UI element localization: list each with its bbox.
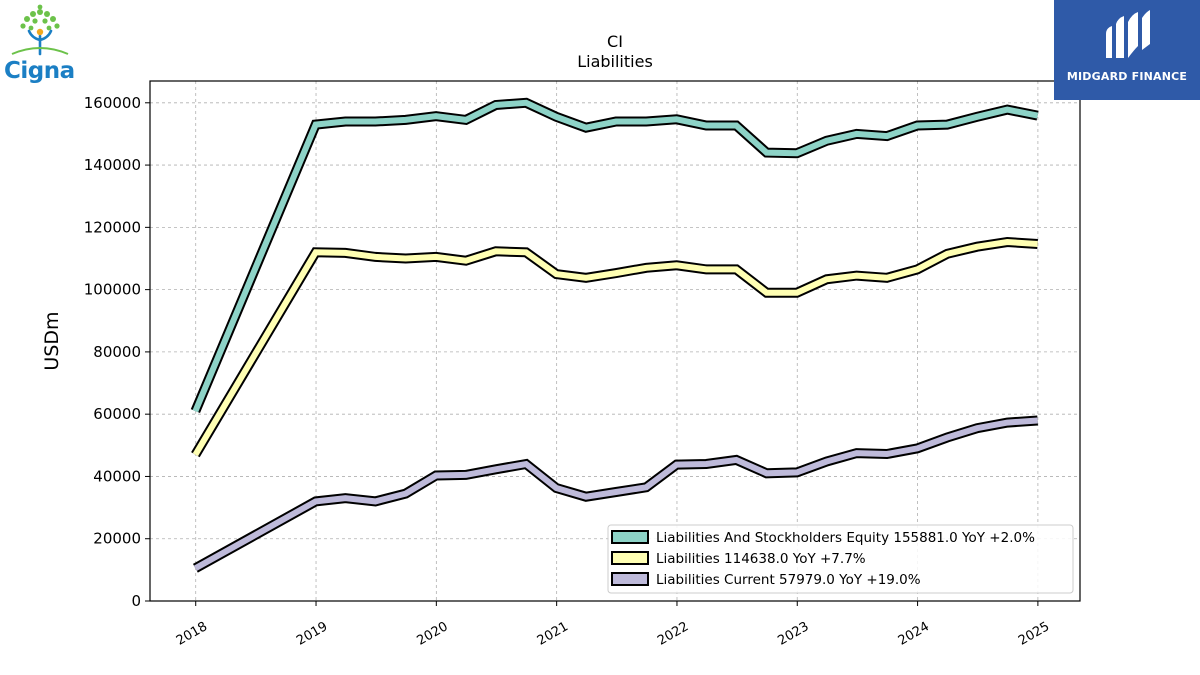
- series-line-3: [192, 415, 1038, 573]
- x-tick-label: 2018: [174, 619, 210, 649]
- legend-label: Liabilities Current 57979.0 YoY +19.0%: [656, 572, 921, 588]
- x-tick-label: 2019: [294, 619, 330, 649]
- series-line-1: [190, 97, 1039, 414]
- y-tick-label: 60000: [93, 405, 141, 423]
- y-tick-label: 40000: [93, 467, 141, 485]
- legend: Liabilities And Stockholders Equity 1558…: [607, 524, 1074, 594]
- cigna-logo: [2, 4, 84, 88]
- y-tick-label: 100000: [84, 281, 141, 299]
- cigna-tree-icon: [11, 4, 69, 56]
- y-tick-label: 120000: [84, 218, 141, 236]
- x-tick-label: 2024: [896, 619, 932, 649]
- chart-subtitle: Liabilities: [577, 52, 653, 71]
- x-tick-label: 2021: [535, 619, 571, 649]
- series-line-2: [191, 236, 1038, 458]
- y-tick-label: 20000: [93, 530, 141, 548]
- legend-swatch: [611, 530, 649, 544]
- y-tick-label: 80000: [93, 343, 141, 361]
- y-tick-label: 140000: [84, 156, 141, 174]
- legend-swatch: [611, 572, 649, 586]
- legend-swatch: [611, 551, 649, 565]
- midgard-logo-text: MIDGARD FINANCE: [1066, 70, 1188, 83]
- legend-label: Liabilities 114638.0 YoY +7.7%: [656, 551, 866, 567]
- y-tick-label: 160000: [84, 94, 141, 112]
- y-axis-label: USDm: [41, 311, 63, 370]
- series-fill: [192, 99, 1039, 413]
- x-tick-label: 2020: [415, 619, 451, 649]
- series-fill: [193, 417, 1038, 571]
- plot-frame: [149, 80, 1081, 602]
- cigna-logo-text: Cigna: [4, 58, 75, 84]
- x-tick-label: 2025: [1016, 619, 1052, 649]
- series-fill: [192, 238, 1038, 457]
- x-tick-label: 2022: [655, 619, 691, 649]
- midgard-mark-icon: [1106, 10, 1150, 58]
- series-lines: [190, 97, 1039, 573]
- midgard-finance-logo: MIDGARD FINANCE: [1054, 0, 1200, 100]
- chart-title: CI: [607, 32, 623, 51]
- legend-label: Liabilities And Stockholders Equity 1558…: [656, 530, 1035, 546]
- x-tick-label: 2023: [775, 619, 811, 649]
- grid: [150, 81, 1080, 602]
- y-tick-label: 0: [131, 592, 141, 610]
- legend-box: [607, 524, 1074, 594]
